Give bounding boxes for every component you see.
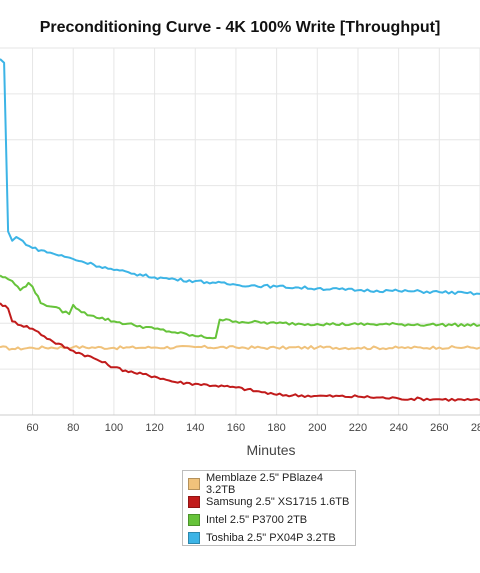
legend-item: Samsung 2.5" XS1715 1.6TB xyxy=(188,493,355,511)
x-tick-label: 280 xyxy=(471,422,480,434)
x-tick-label: 120 xyxy=(145,422,163,434)
legend-item: Intel 2.5" P3700 2TB xyxy=(188,511,355,529)
x-tick-label: 100 xyxy=(105,422,123,434)
x-tick-label: 220 xyxy=(349,422,367,434)
series-line-4 xyxy=(0,58,480,296)
axis-layer: 60 80 100 120 140 160 180 200 220 240 260 280 xyxy=(0,414,480,434)
legend-swatch xyxy=(188,478,200,490)
chart-title: Preconditioning Curve - 4K 100% Write [T… xyxy=(39,19,441,36)
x-tick-label: 80 xyxy=(67,422,79,434)
legend-swatch xyxy=(188,514,200,526)
grid-layer xyxy=(0,47,480,416)
series-layer xyxy=(0,58,480,402)
x-tick-label: 260 xyxy=(430,422,448,434)
legend-swatch xyxy=(188,532,200,544)
legend-label: Memblaze 2.5" PBlaze4 3.2TB xyxy=(205,472,323,496)
series-line-2 xyxy=(0,302,480,402)
x-tick-label: 180 xyxy=(267,422,285,434)
x-tick-label: 240 xyxy=(389,422,407,434)
x-tick-label: 200 xyxy=(308,422,326,434)
x-axis-title: Minutes xyxy=(246,442,295,458)
legend-label: Samsung 2.5" XS1715 1.6TB xyxy=(206,496,350,508)
x-tick-label: 140 xyxy=(186,422,204,434)
series-line-3 xyxy=(0,274,480,340)
legend-item: Memblaze 2.5" PBlaze4 3.2TB xyxy=(188,472,355,496)
x-tick-label: 60 xyxy=(26,422,38,434)
legend-item: Toshiba 2.5" PX04P 3.2TB xyxy=(188,529,355,547)
legend: Memblaze 2.5" PBlaze4 3.2TB Samsung 2.5" … xyxy=(182,470,356,546)
legend-label: Toshiba 2.5" PX04P 3.2TB xyxy=(206,532,336,544)
x-tick-label: 160 xyxy=(227,422,245,434)
legend-label: Intel 2.5" P3700 2TB xyxy=(206,514,308,526)
legend-swatch xyxy=(188,496,200,508)
series-line-1 xyxy=(0,344,480,351)
